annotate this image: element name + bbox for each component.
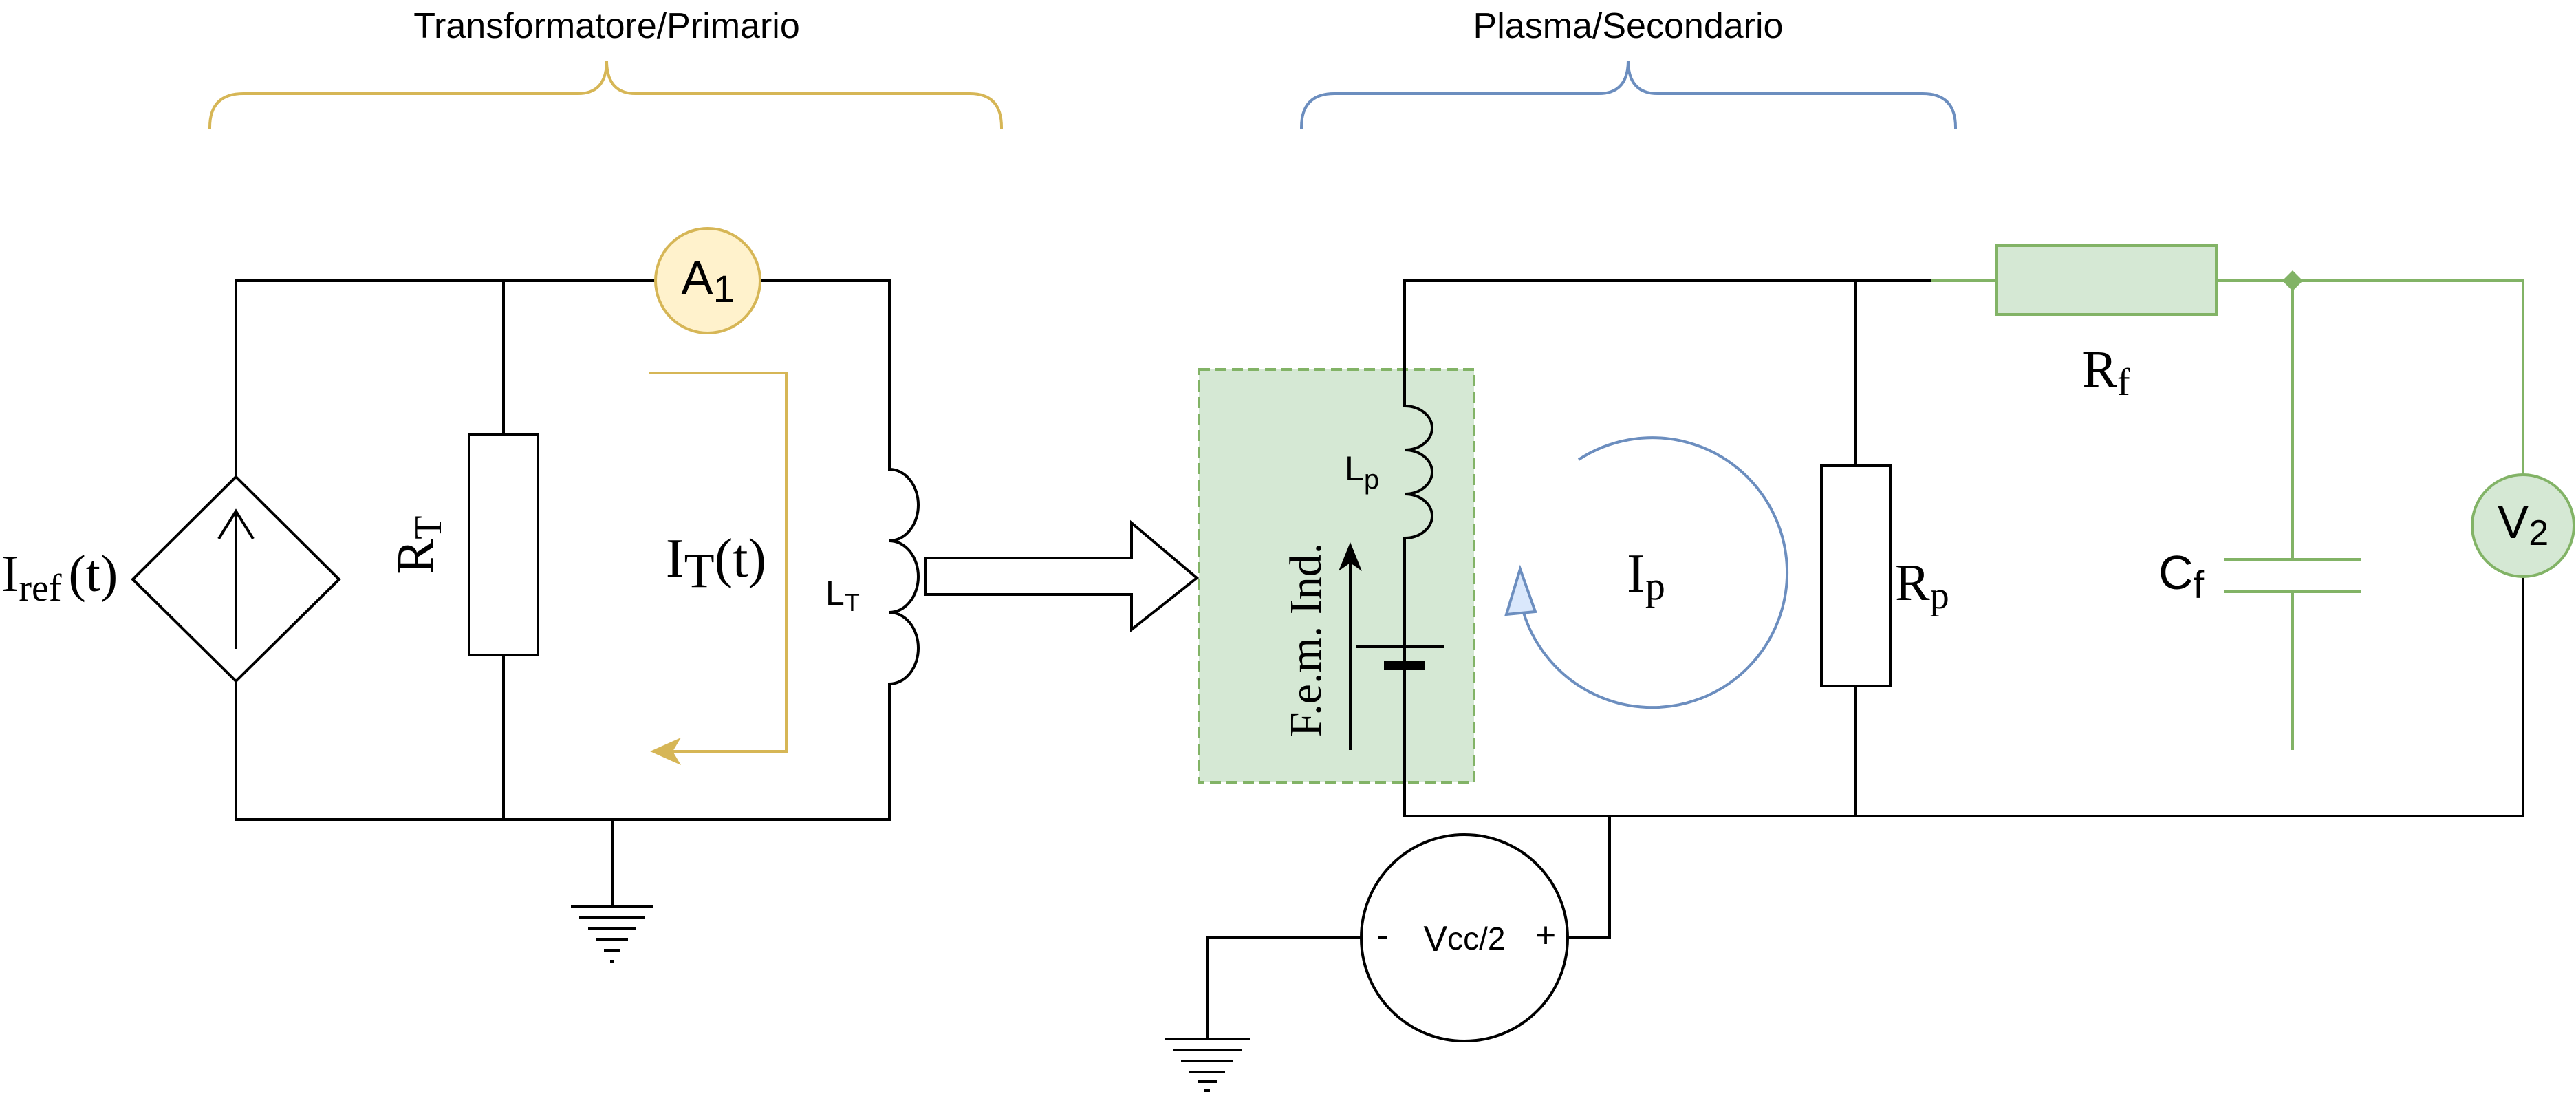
lp-label: Lp: [1345, 449, 1379, 494]
battery-icon: [1356, 645, 1444, 670]
ammeter-circle: [654, 227, 761, 334]
it-label: IT(t): [666, 528, 766, 597]
iref-label: Iref (t): [1, 545, 118, 609]
vcc-plus-label: +: [1535, 916, 1556, 956]
ground-icon-secondary: [1165, 1038, 1250, 1092]
ip-label: Ip: [1627, 544, 1665, 608]
vcc-circle: [1360, 833, 1569, 1042]
secondary-brace: [1299, 60, 1958, 129]
secondary-bottom-wire: [1403, 531, 2524, 817]
ground-icon-primary: [571, 905, 653, 963]
current-source-arrow-icon: [217, 508, 255, 649]
vcc-minus-label: -: [1376, 916, 1388, 956]
primary-group-label: Transformatore/Primario: [413, 6, 800, 46]
v2-label: V2: [2498, 496, 2548, 553]
secondary-circuit: [1206, 279, 2524, 1040]
filter-network: [1931, 279, 2524, 750]
it-arrow-head: [650, 738, 681, 765]
ammeter-a1: A1: [654, 227, 761, 334]
vcc-wire: [1206, 815, 1611, 1040]
lt-inductor: [888, 407, 920, 690]
voltmeter-circle: [2471, 473, 2575, 578]
secondary-group: Plasma/Secondario: [1299, 6, 1958, 129]
secondary-group-label: Plasma/Secondario: [1473, 6, 1784, 46]
junction-node: [2282, 270, 2303, 291]
dependent-current-source: [131, 475, 341, 683]
vcc-source: Vcc/2 - +: [1360, 833, 1569, 1042]
lp-inductor: [1403, 369, 1433, 540]
primary-group: Transformatore/Primario: [208, 6, 1004, 129]
rp-resistor: [1820, 464, 1892, 687]
primary-top-wire: [235, 279, 891, 478]
cf-label: Cf: [2158, 546, 2205, 605]
primary-brace: [208, 60, 1004, 129]
filter-wire: [1931, 279, 2524, 750]
voltmeter-v2: V2: [2471, 473, 2575, 578]
primary-bottom-wire: [235, 680, 891, 821]
rt-resistor: [468, 433, 539, 656]
a1-label: A1: [681, 251, 735, 310]
ip-current-arc: [1520, 436, 1789, 709]
rf-resistor: [1995, 244, 2218, 316]
vcc-label: Vcc/2: [1423, 919, 1505, 959]
rf-label: Rf: [2082, 341, 2130, 403]
rt-label: RT: [387, 516, 449, 575]
fem-label: F.e.m. Ind.: [1281, 543, 1331, 738]
secondary-top-wire: [1403, 279, 1934, 371]
it-current-arrow: [649, 372, 788, 753]
coupling-arrow-icon: [924, 519, 1200, 633]
rp-label: Rp: [1895, 554, 1949, 616]
fem-arrow-head: [1339, 542, 1362, 571]
primary-circuit: [235, 279, 891, 908]
lt-label: LT: [825, 574, 860, 616]
ip-arrow-head: [1504, 564, 1537, 616]
